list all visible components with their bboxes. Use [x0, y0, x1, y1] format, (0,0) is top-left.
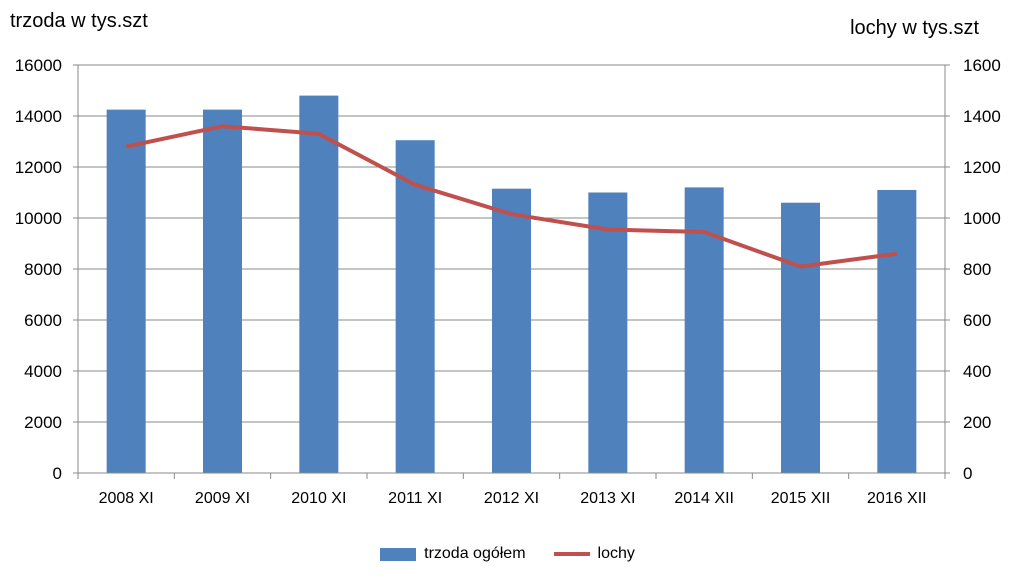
x-tick-label: 2010 XI — [291, 490, 346, 507]
tick-labels: 0 2000 4000 6000 8000 10000 12000 14000 16000 0 20… — [15, 56, 1001, 507]
x-tick-label: 2012 XI — [484, 490, 539, 507]
y-right-tick-label: 0 — [963, 464, 972, 483]
bar — [106, 109, 146, 473]
x-tick-label: 2014 XII — [674, 490, 734, 507]
legend: trzoda ogółem lochy — [0, 545, 1015, 563]
y-right-tick-label: 600 — [963, 311, 991, 330]
y-left-tick-label: 12000 — [15, 158, 62, 177]
bar — [395, 140, 435, 473]
right-axis-title: lochy w tys.szt — [850, 17, 979, 39]
y-left-tick-label: 16000 — [15, 56, 62, 75]
y-left-tick-label: 10000 — [15, 209, 62, 228]
bar — [877, 189, 917, 473]
y-right-tick-label: 1200 — [963, 158, 1001, 177]
legend-swatch-line — [553, 552, 590, 556]
line-series — [125, 124, 898, 269]
bar — [781, 202, 820, 473]
y-right-tick-label: 1000 — [963, 209, 1001, 228]
y-left-tick-label: 4000 — [24, 362, 62, 381]
legend-label-line: lochy — [597, 545, 635, 562]
legend-label-bars: trzoda ogółem — [424, 545, 526, 562]
legend-item-bars: trzoda ogółem — [380, 545, 526, 563]
bar — [203, 109, 242, 473]
bar-series — [106, 95, 917, 474]
y-left-tick-label: 14000 — [15, 107, 62, 126]
y-left-tick-label: 6000 — [24, 311, 62, 330]
x-tick-label: 2013 XI — [580, 490, 635, 507]
y-right-tick-label: 800 — [963, 260, 991, 279]
x-tick-label: 2016 XII — [867, 490, 927, 507]
y-left-tick-label: 8000 — [24, 260, 62, 279]
y-left-tick-label: 0 — [53, 464, 62, 483]
y-right-tick-label: 1600 — [963, 56, 1001, 75]
bar — [492, 188, 531, 474]
legend-item-line: lochy — [553, 545, 635, 563]
x-tick-label: 2009 XI — [195, 490, 250, 507]
bar — [588, 192, 628, 473]
legend-swatch-bars — [380, 547, 417, 561]
y-right-tick-label: 1400 — [963, 107, 1001, 126]
x-tick-label: 2015 XII — [771, 490, 831, 507]
bar — [299, 95, 339, 473]
x-tick-label: 2008 XI — [99, 490, 154, 507]
left-axis-title: trzoda w tys.szt — [10, 10, 148, 32]
y-right-tick-label: 400 — [963, 362, 991, 381]
x-tick-label: 2011 XI — [388, 490, 442, 507]
y-right-tick-label: 200 — [963, 413, 991, 432]
axes — [73, 64, 950, 479]
y-left-tick-label: 2000 — [24, 413, 62, 432]
